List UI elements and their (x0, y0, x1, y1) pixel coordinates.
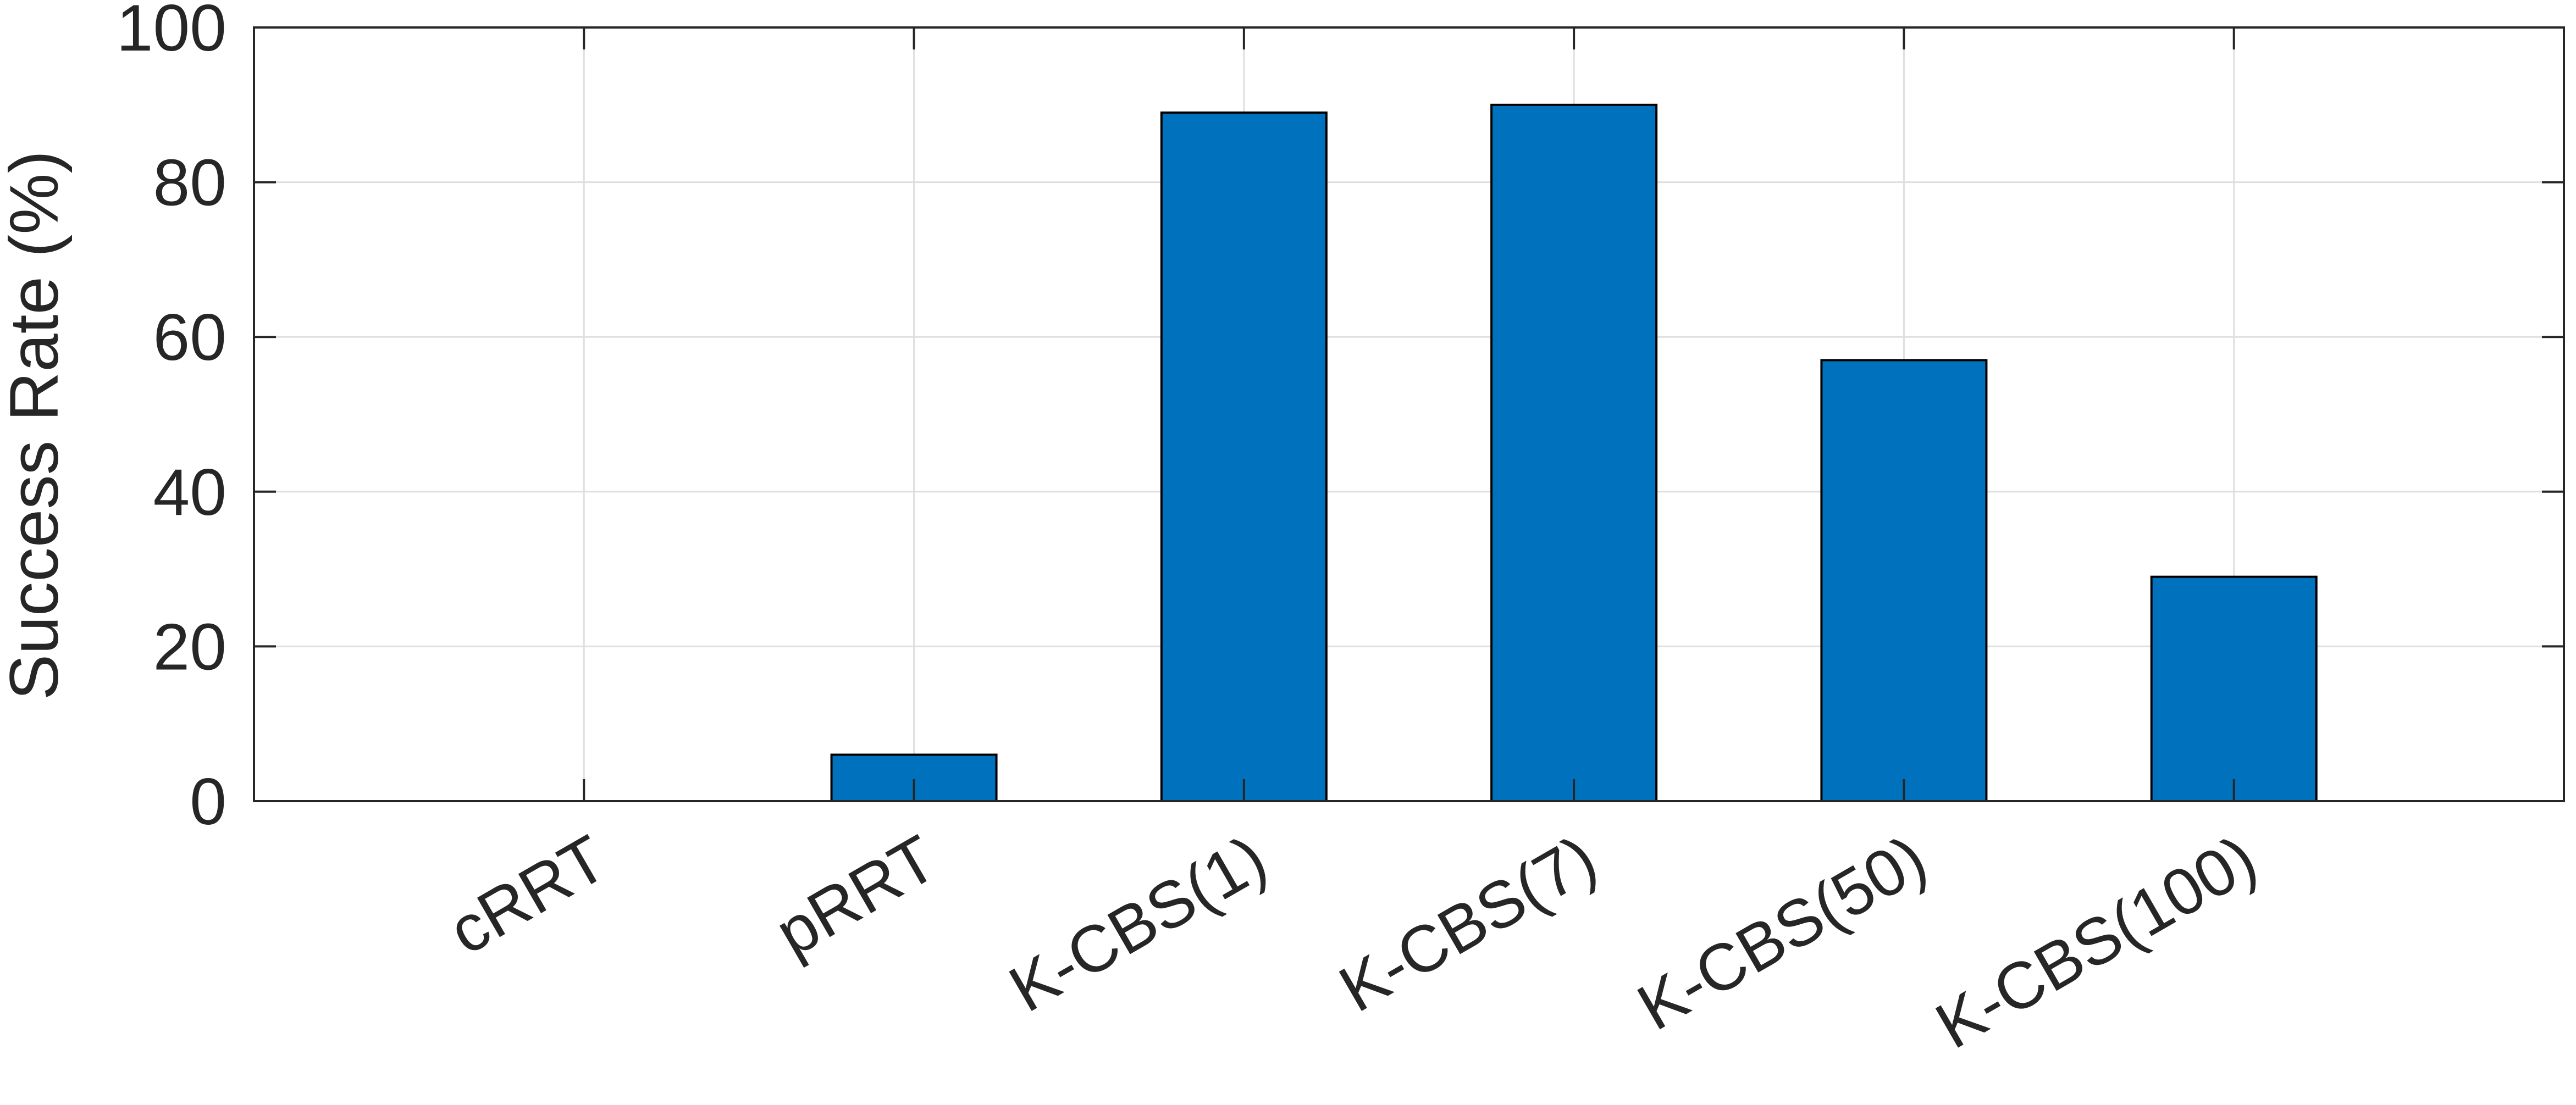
x-tick-labels: cRRT pRRT K-CBS(1) K-CBS(7) K-CBS(50)K-CBS(1… (437, 821, 2269, 1062)
x-tick-label: pRRT (764, 821, 949, 970)
bar-k-cbs-1 (1160, 111, 1328, 802)
y-tick-label: 0 (190, 765, 226, 839)
y-tick-label: 80 (153, 146, 226, 220)
y-tick-label: 40 (153, 456, 226, 529)
x-tick-label: K-CBS(7) (1328, 821, 1609, 1026)
x-tick-label: K-CBS(1) (997, 821, 1279, 1026)
bar-k-cbs-50 (1820, 359, 1988, 802)
bar-k-cbs-100 (2150, 575, 2318, 803)
axis-ticks (254, 26, 2564, 802)
bars (830, 103, 2318, 803)
x-tick-label: K-CBS(50) (1626, 821, 1938, 1044)
bar-k-cbs-7 (1490, 103, 1658, 802)
y-tick-label: 20 (153, 610, 226, 684)
y-tick-label: 100 (117, 0, 226, 65)
x-tick-label: K-CBS(100) (1924, 821, 2269, 1062)
x-tick-label: cRRT (437, 821, 619, 968)
y-tick-label: 60 (153, 301, 226, 374)
plot-area-frame (253, 26, 2565, 802)
y-tick-labels: 0 20 40 60 80 100 (117, 0, 226, 839)
y-axis-title: Success Rate (%) (0, 151, 73, 700)
